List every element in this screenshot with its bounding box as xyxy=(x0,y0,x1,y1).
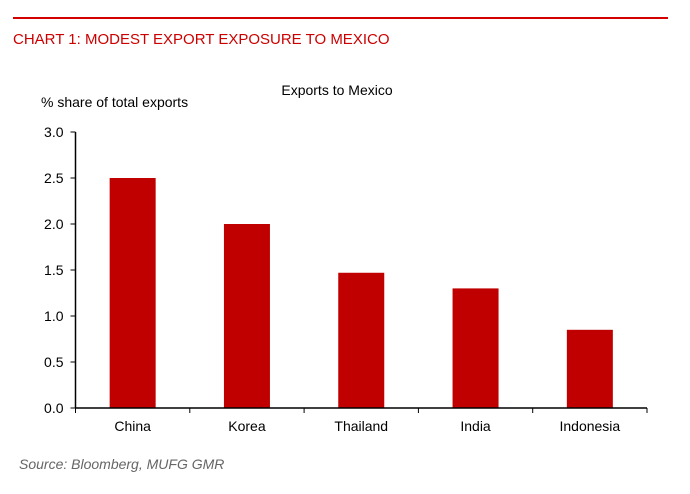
source-note: Source: Bloomberg, MUFG GMR xyxy=(19,456,225,472)
x-tick-label: Thailand xyxy=(334,418,388,434)
x-tick-label: China xyxy=(114,418,151,434)
top-rule xyxy=(13,17,668,19)
bar-korea xyxy=(223,224,270,408)
y-tick-label: 1.5 xyxy=(44,262,64,278)
y-tick-label: 0.0 xyxy=(44,400,64,416)
bar-india xyxy=(452,288,499,408)
bar-china xyxy=(109,178,156,408)
y-tick-label: 3.0 xyxy=(44,124,64,140)
y-tick-label: 2.5 xyxy=(44,170,64,186)
figure-title: CHART 1: MODEST EXPORT EXPOSURE TO MEXIC… xyxy=(13,31,390,48)
chart-title: Exports to Mexico xyxy=(281,82,392,98)
y-tick-label: 0.5 xyxy=(44,354,64,370)
bar-thailand xyxy=(338,272,385,408)
y-tick-label: 2.0 xyxy=(44,216,64,232)
x-tick-label: India xyxy=(460,418,491,434)
x-tick-label: Indonesia xyxy=(559,418,620,434)
y-tick-label: 1.0 xyxy=(44,308,64,324)
bar-indonesia xyxy=(566,329,613,408)
x-tick-label: Korea xyxy=(228,418,266,434)
y-axis-label: % share of total exports xyxy=(41,94,188,110)
